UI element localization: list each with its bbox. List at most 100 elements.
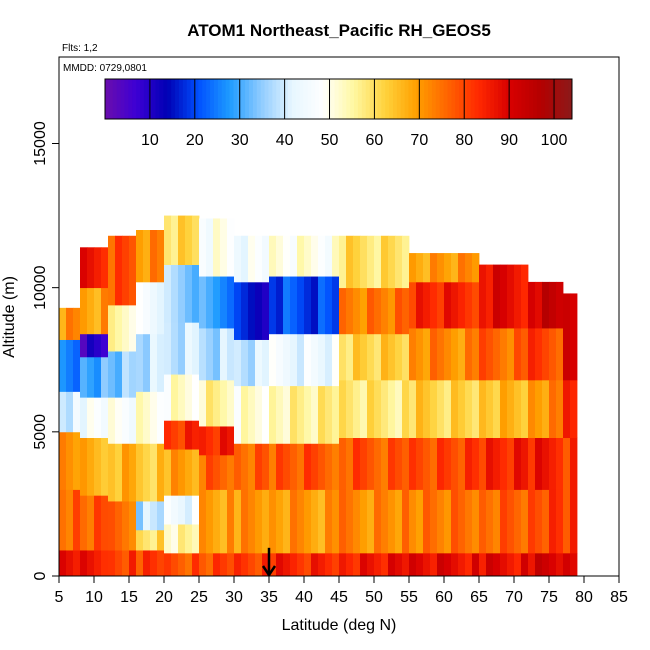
heat-cell (129, 235, 137, 306)
heat-cell (136, 443, 144, 502)
heat-cell (178, 264, 186, 323)
heat-cell (514, 489, 522, 554)
heat-cell (157, 230, 165, 283)
heat-cell (444, 379, 452, 438)
heat-cell (437, 552, 445, 577)
heat-cell (325, 276, 333, 335)
heat-cell (451, 437, 459, 490)
heat-cell (122, 501, 130, 551)
heat-cell (241, 281, 249, 340)
heat-cell (514, 264, 522, 329)
heat-cell (87, 495, 95, 551)
heat-cell (402, 287, 410, 335)
heat-cell (248, 339, 256, 387)
heat-cell (416, 552, 424, 577)
y-tick-label: 0 (32, 571, 49, 580)
heat-cell (528, 489, 536, 554)
heat-cell (143, 333, 151, 392)
heat-cell (185, 420, 193, 450)
heat-cell (542, 489, 550, 554)
heat-cell (59, 339, 67, 392)
heat-cell (402, 552, 410, 577)
heat-cell (59, 550, 67, 577)
heat-cell (346, 379, 354, 438)
heat-cell (339, 333, 347, 381)
colorbar-segment (260, 79, 266, 119)
heat-cell (388, 552, 396, 577)
heat-cell (248, 385, 256, 444)
colorbar-segment (365, 79, 371, 119)
heat-cell (339, 552, 347, 577)
colorbar-tick-label: 40 (276, 132, 294, 149)
heat-cell (458, 253, 466, 283)
heat-cell (255, 339, 263, 387)
x-axis-title: Latitude (deg N) (282, 617, 397, 634)
heat-cell (143, 501, 151, 531)
heat-cell (430, 253, 438, 283)
heat-cell (535, 552, 543, 577)
heat-cell (318, 276, 326, 335)
colorbar-segment (268, 79, 273, 119)
colorbar-segment (272, 79, 277, 119)
heat-cell (521, 379, 529, 438)
heat-cell (332, 235, 340, 277)
heat-cell (290, 552, 298, 577)
y-axis: 0 5000 10000 15000 (32, 121, 59, 580)
heat-cell (115, 235, 123, 306)
colorbar-segment (548, 79, 554, 119)
heat-cell (549, 281, 557, 329)
heat-cell (395, 235, 403, 289)
colorbar-tick-label: 70 (410, 132, 428, 149)
heat-cell (360, 552, 368, 577)
colorbar-segment (439, 79, 445, 119)
colorbar: 10 20 30 40 50 60 70 80 90 100 (104, 78, 573, 149)
heat-cell (374, 333, 382, 381)
heat-cell (206, 454, 214, 490)
heat-cell (353, 437, 361, 490)
heat-cell (451, 281, 459, 329)
colorbar-segment (346, 79, 351, 119)
heat-cell (129, 550, 137, 577)
colorbar-segment (128, 79, 133, 119)
heat-cell (479, 489, 487, 554)
colorbar-segment (284, 79, 289, 119)
heat-cell (493, 328, 501, 381)
heat-cell (346, 287, 354, 335)
heat-cell (472, 489, 480, 554)
heat-cell (220, 426, 228, 456)
heat-cell (199, 454, 207, 490)
heat-cell (388, 437, 396, 490)
heat-cell (521, 437, 529, 490)
colorbar-tick-label: 60 (366, 132, 384, 149)
heat-cell (269, 552, 277, 577)
heat-cell (472, 437, 480, 490)
heat-cell (311, 235, 319, 277)
heat-cell (311, 443, 319, 490)
colorbar-segment (252, 79, 258, 119)
heat-cell (374, 437, 382, 490)
heat-cell (486, 552, 494, 577)
heat-cell (360, 333, 368, 381)
heat-cell (381, 379, 389, 438)
heat-cell (108, 501, 116, 551)
heat-cell (171, 264, 179, 323)
heat-cell (234, 385, 242, 444)
colorbar-segment (568, 79, 573, 119)
colorbar-segment (248, 79, 254, 119)
heat-cell (297, 276, 305, 335)
heat-cell (164, 449, 172, 496)
heat-cell (416, 437, 424, 490)
colorbar-segment (276, 79, 281, 119)
heat-cell (185, 264, 193, 323)
heat-cell (234, 339, 242, 387)
colorbar-segment (132, 79, 137, 119)
colorbar-segment (529, 79, 534, 119)
heat-cell (178, 524, 186, 554)
heat-cell (129, 501, 137, 551)
heat-cell (521, 552, 529, 577)
heat-cell (465, 281, 473, 329)
marker-head (261, 565, 277, 578)
heat-cell (101, 495, 109, 551)
heat-cell (185, 524, 193, 554)
colorbar-segment (241, 79, 246, 119)
